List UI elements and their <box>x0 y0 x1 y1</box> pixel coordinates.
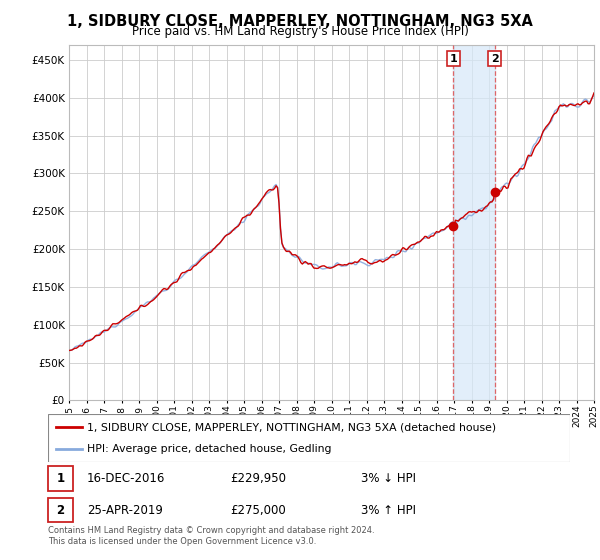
Bar <box>454 45 494 400</box>
FancyBboxPatch shape <box>48 466 73 491</box>
Text: 16-DEC-2016: 16-DEC-2016 <box>87 472 166 485</box>
FancyBboxPatch shape <box>48 414 570 462</box>
Text: £275,000: £275,000 <box>230 503 286 516</box>
Text: Price paid vs. HM Land Registry's House Price Index (HPI): Price paid vs. HM Land Registry's House … <box>131 25 469 38</box>
Text: 2: 2 <box>56 503 65 516</box>
Text: 2: 2 <box>491 54 499 64</box>
Text: Contains HM Land Registry data © Crown copyright and database right 2024.
This d: Contains HM Land Registry data © Crown c… <box>48 526 374 546</box>
Text: 1: 1 <box>56 472 65 485</box>
Text: 1, SIDBURY CLOSE, MAPPERLEY, NOTTINGHAM, NG3 5XA: 1, SIDBURY CLOSE, MAPPERLEY, NOTTINGHAM,… <box>67 14 533 29</box>
Text: HPI: Average price, detached house, Gedling: HPI: Average price, detached house, Gedl… <box>87 444 332 454</box>
Text: 3% ↑ HPI: 3% ↑ HPI <box>361 503 416 516</box>
Text: 1: 1 <box>449 54 457 64</box>
Text: 3% ↓ HPI: 3% ↓ HPI <box>361 472 416 485</box>
Text: £229,950: £229,950 <box>230 472 287 485</box>
Text: 1, SIDBURY CLOSE, MAPPERLEY, NOTTINGHAM, NG3 5XA (detached house): 1, SIDBURY CLOSE, MAPPERLEY, NOTTINGHAM,… <box>87 422 496 432</box>
FancyBboxPatch shape <box>48 498 73 522</box>
Text: 25-APR-2019: 25-APR-2019 <box>87 503 163 516</box>
